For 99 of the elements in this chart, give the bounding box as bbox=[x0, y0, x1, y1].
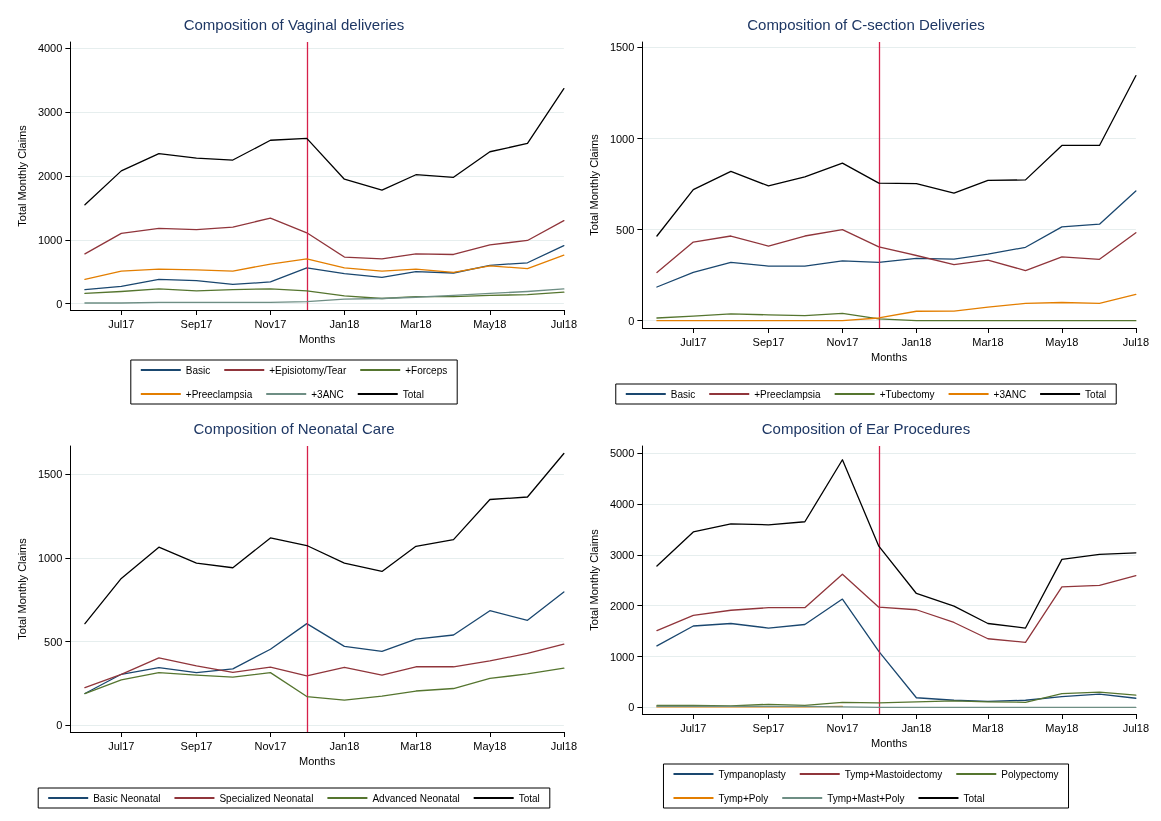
legend-label: Advanced Neonatal bbox=[372, 792, 460, 804]
x-tick-label: Jan18 bbox=[329, 317, 360, 330]
y-tick-label: 5000 bbox=[609, 447, 635, 460]
x-tick-label: Mar18 bbox=[400, 739, 432, 752]
x-tick-label: Jan18 bbox=[901, 721, 932, 734]
y-tick-label: 1500 bbox=[37, 468, 63, 481]
x-tick-label: Jul18 bbox=[550, 739, 577, 752]
legend-label: Specialized Neonatal bbox=[219, 792, 314, 804]
y-tick-label: 1000 bbox=[37, 552, 63, 565]
legend-label: +Preeclampsia bbox=[754, 388, 822, 400]
legend-label: Tymp+Mastoidectomy bbox=[844, 768, 943, 780]
x-tick-label: Sep17 bbox=[752, 335, 785, 348]
line-series bbox=[84, 87, 565, 206]
y-tick-label: 1000 bbox=[609, 650, 635, 663]
chart-title: Composition of Ear Procedures bbox=[761, 420, 971, 437]
line-series bbox=[656, 293, 1137, 322]
y-tick-label: 0 bbox=[628, 701, 635, 714]
chart-title: Composition of Neonatal Care bbox=[193, 420, 395, 437]
line-series bbox=[656, 190, 1137, 288]
y-tick-label: 500 bbox=[44, 635, 63, 648]
legend-label: Polypectomy bbox=[1001, 768, 1059, 780]
line-series bbox=[656, 598, 1137, 702]
y-tick-label: 0 bbox=[56, 297, 63, 310]
y-tick-label: 4000 bbox=[609, 497, 635, 510]
legend-label: +Episiotomy/Tear bbox=[269, 364, 347, 376]
line-series bbox=[656, 691, 1137, 707]
legend-label: Total bbox=[1085, 388, 1107, 400]
x-tick-label: Jan18 bbox=[329, 739, 360, 752]
line-series bbox=[84, 643, 565, 689]
legend-label: Basic bbox=[185, 364, 211, 376]
x-tick-label: Nov17 bbox=[826, 721, 859, 734]
y-tick-label: 2000 bbox=[37, 170, 63, 182]
x-tick-label: Mar18 bbox=[972, 721, 1004, 734]
x-axis-title: Months bbox=[871, 351, 908, 364]
x-tick-label: Mar18 bbox=[972, 335, 1004, 348]
line-series bbox=[84, 452, 565, 625]
line-series bbox=[84, 591, 565, 695]
x-tick-label: Jan18 bbox=[901, 335, 932, 348]
legend-label: Tymp+Mast+Poly bbox=[827, 792, 905, 804]
y-axis-title: Total Monthly Claims bbox=[587, 133, 600, 236]
line-series bbox=[656, 75, 1137, 237]
y-tick-label: 500 bbox=[616, 223, 635, 236]
x-tick-label: Nov17 bbox=[254, 739, 287, 752]
x-tick-label: Nov17 bbox=[826, 335, 859, 348]
legend-label: Total bbox=[402, 388, 424, 400]
y-tick-label: 3000 bbox=[609, 548, 635, 561]
y-axis-title: Total Monthly Claims bbox=[587, 528, 600, 631]
line-series bbox=[84, 288, 565, 300]
x-tick-label: Jul18 bbox=[1122, 335, 1149, 348]
line-series bbox=[84, 288, 565, 304]
line-series bbox=[656, 312, 1137, 322]
x-tick-label: Jul17 bbox=[108, 739, 135, 752]
x-tick-label: Jul17 bbox=[680, 335, 707, 348]
y-tick-label: 0 bbox=[628, 314, 635, 327]
y-axis-title: Total Monthly Claims bbox=[15, 124, 28, 227]
x-tick-label: Sep17 bbox=[180, 739, 213, 752]
y-tick-label: 0 bbox=[56, 719, 63, 732]
x-tick-label: Nov17 bbox=[254, 317, 287, 330]
y-tick-label: 1000 bbox=[609, 132, 635, 145]
y-tick-label: 4000 bbox=[37, 42, 63, 55]
legend-label: +Tubectomy bbox=[879, 388, 935, 400]
x-tick-label: Jul17 bbox=[108, 317, 135, 330]
chart-title: Composition of Vaginal deliveries bbox=[183, 16, 405, 33]
line-series bbox=[656, 459, 1137, 629]
y-tick-label: 1500 bbox=[609, 41, 635, 54]
line-series bbox=[656, 573, 1137, 643]
x-tick-label: May18 bbox=[1045, 721, 1079, 734]
line-series bbox=[84, 244, 565, 291]
x-tick-label: Jul17 bbox=[680, 721, 707, 734]
legend-label: Basic Neonatal bbox=[93, 792, 161, 804]
legend-label: Total bbox=[963, 792, 985, 804]
x-axis-title: Months bbox=[299, 755, 336, 768]
line-series bbox=[656, 228, 1137, 274]
x-tick-label: May18 bbox=[473, 739, 507, 752]
legend-label: +Forceps bbox=[405, 364, 448, 376]
x-tick-label: May18 bbox=[1045, 335, 1079, 348]
line-series bbox=[84, 667, 565, 701]
x-tick-label: Sep17 bbox=[752, 721, 785, 734]
x-tick-label: Mar18 bbox=[400, 317, 432, 330]
x-tick-label: May18 bbox=[473, 317, 507, 330]
y-tick-label: 1000 bbox=[37, 233, 63, 246]
x-tick-label: Sep17 bbox=[180, 317, 213, 330]
y-tick-label: 2000 bbox=[609, 599, 635, 612]
legend-label: +3ANC bbox=[311, 388, 344, 400]
legend-label: Total bbox=[518, 792, 540, 804]
legend-label: Tymp+Poly bbox=[718, 792, 769, 804]
x-axis-title: Months bbox=[299, 333, 336, 346]
chart-title: Composition of C-section Deliveries bbox=[747, 16, 985, 33]
legend-label: Tympanoplasty bbox=[718, 768, 786, 780]
line-series bbox=[84, 217, 565, 260]
x-tick-label: Jul18 bbox=[550, 317, 577, 330]
y-tick-label: 3000 bbox=[37, 106, 63, 119]
legend-label: +Preeclampsia bbox=[185, 388, 253, 400]
line-series bbox=[84, 254, 565, 281]
legend-label: Basic bbox=[670, 388, 696, 400]
x-tick-label: Jul18 bbox=[1122, 721, 1149, 734]
x-axis-title: Months bbox=[871, 737, 908, 750]
y-axis-title: Total Monthly Claims bbox=[15, 537, 28, 640]
legend-label: +3ANC bbox=[993, 388, 1027, 400]
